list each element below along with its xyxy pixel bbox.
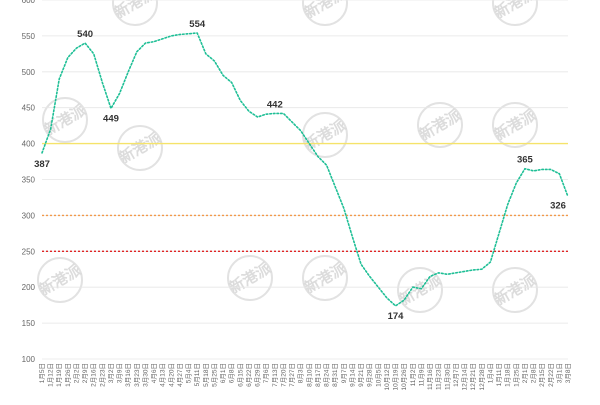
x-tick-label: 5月11日	[193, 363, 201, 386]
x-tick-label: 2月1日	[521, 363, 529, 383]
x-tick-label: 12月7日	[452, 363, 460, 387]
x-tick-label: 6月1日	[219, 363, 227, 383]
series	[42, 33, 568, 306]
x-tick-label: 2月15日	[538, 363, 546, 387]
x-tick-label: 4月6日	[150, 363, 158, 383]
x-tick-label: 11月16日	[426, 363, 434, 390]
x-tick-label: 9月14日	[348, 363, 356, 387]
x-tick-label: 8月17日	[314, 363, 322, 387]
y-tick-label: 400	[22, 140, 36, 149]
y-tick-label: 500	[22, 68, 36, 77]
watermark-text: 新港派	[301, 0, 350, 22]
x-tick-label: 2月8日	[530, 363, 538, 383]
x-tick-label: 1月11日	[495, 363, 503, 386]
y-axis: 100 150 200 250 300 350 400 450 500 550 600	[22, 0, 36, 364]
x-tick-label: 12月28日	[478, 363, 486, 390]
x-tick-label: 4月20日	[167, 363, 175, 387]
x-tick-label: 10月12日	[383, 363, 391, 390]
x-tick-label: 7月6日	[262, 363, 270, 383]
y-tick-label: 200	[22, 283, 36, 292]
data-label: 554	[189, 19, 206, 30]
y-tick-label: 550	[22, 32, 36, 41]
y-tick-label: 100	[22, 355, 36, 364]
x-tick-label: 6月15日	[236, 363, 244, 387]
x-tick-label: 8月24日	[323, 363, 331, 387]
data-label: 442	[267, 99, 283, 110]
x-tick-label: 11月30日	[443, 363, 451, 390]
x-tick-label: 4月27日	[176, 363, 184, 387]
x-tick-label: 11月23日	[435, 363, 443, 390]
x-tick-label: 3月16日	[124, 363, 132, 387]
data-labels: 387 540 449 554 442 174 365 326	[34, 19, 566, 322]
grid	[42, 0, 568, 359]
watermark-text: 新港派	[111, 0, 160, 22]
y-tick-label: 150	[22, 319, 36, 328]
x-tick-label: 11月2日	[409, 363, 417, 386]
x-tick-label: 1月19日	[55, 363, 63, 387]
x-tick-label: 7月20日	[279, 363, 287, 387]
x-tick-label: 9月21日	[357, 363, 365, 387]
data-label: 540	[77, 29, 93, 40]
y-tick-label: 300	[22, 211, 36, 220]
x-tick-label: 10月5日	[374, 363, 382, 387]
data-label: 174	[388, 311, 405, 322]
x-tick-label: 11月9日	[417, 363, 425, 386]
data-label: 365	[517, 155, 534, 166]
data-label: 326	[550, 201, 566, 212]
x-tick-label: 3月1日	[555, 363, 563, 383]
x-tick-label: 2月22日	[547, 363, 555, 387]
x-tick-label: 10月19日	[392, 363, 400, 390]
x-tick-label: 1月4日	[486, 363, 494, 383]
x-tick-label: 1月5日	[38, 363, 46, 383]
watermark-text: 新港派	[491, 0, 540, 22]
x-tick-label: 1月12日	[47, 363, 55, 387]
y-tick-label: 600	[22, 0, 36, 5]
data-label: 449	[103, 113, 119, 124]
x-tick-label: 2月9日	[81, 363, 89, 383]
x-tick-label: 6月29日	[254, 363, 262, 387]
x-tick-label: 6月8日	[228, 363, 236, 383]
x-tick-label: 2月16日	[90, 363, 98, 387]
x-tick-label: 5月18日	[202, 363, 210, 387]
x-tick-label: 9月28日	[366, 363, 374, 387]
x-tick-label: 12月14日	[461, 363, 469, 390]
x-tick-label: 3月8日	[564, 363, 572, 383]
x-tick-label: 5月25日	[210, 363, 218, 387]
x-tick-label: 4月13日	[159, 363, 167, 387]
x-tick-label: 3月9日	[116, 363, 124, 383]
x-tick-label: 2月2日	[72, 363, 80, 383]
x-tick-label: 5月4日	[185, 363, 193, 383]
y-tick-label: 350	[22, 176, 36, 185]
x-tick-label: 1月26日	[64, 363, 72, 387]
y-tick-label: 450	[22, 104, 36, 113]
x-tick-label: 6月22日	[245, 363, 253, 387]
x-tick-label: 1月18日	[504, 363, 512, 387]
x-tick-label: 10月26日	[400, 363, 408, 390]
x-tick-label: 8月10日	[305, 363, 313, 387]
x-tick-label: 7月27日	[288, 363, 296, 387]
x-tick-label: 3月30日	[141, 363, 149, 387]
x-tick-label: 1月25日	[512, 363, 520, 387]
watermark-layer: 新港派新港派新港派新港派新港派新港派新港派新港派新港派新港派新港派新港派新港派	[36, 0, 540, 312]
x-tick-label: 3月2日	[107, 363, 115, 383]
series-line	[42, 33, 568, 306]
x-tick-label: 3月23日	[133, 363, 141, 387]
x-tick-label: 8月31日	[331, 363, 339, 387]
y-tick-label: 250	[22, 247, 36, 256]
data-label: 387	[34, 159, 50, 170]
x-tick-label: 7月13日	[271, 363, 279, 387]
x-tick-label: 9月7日	[340, 363, 348, 383]
x-tick-label: 2月23日	[98, 363, 106, 387]
x-tick-label: 12月21日	[469, 363, 477, 390]
x-tick-label: 8月3日	[297, 363, 305, 383]
